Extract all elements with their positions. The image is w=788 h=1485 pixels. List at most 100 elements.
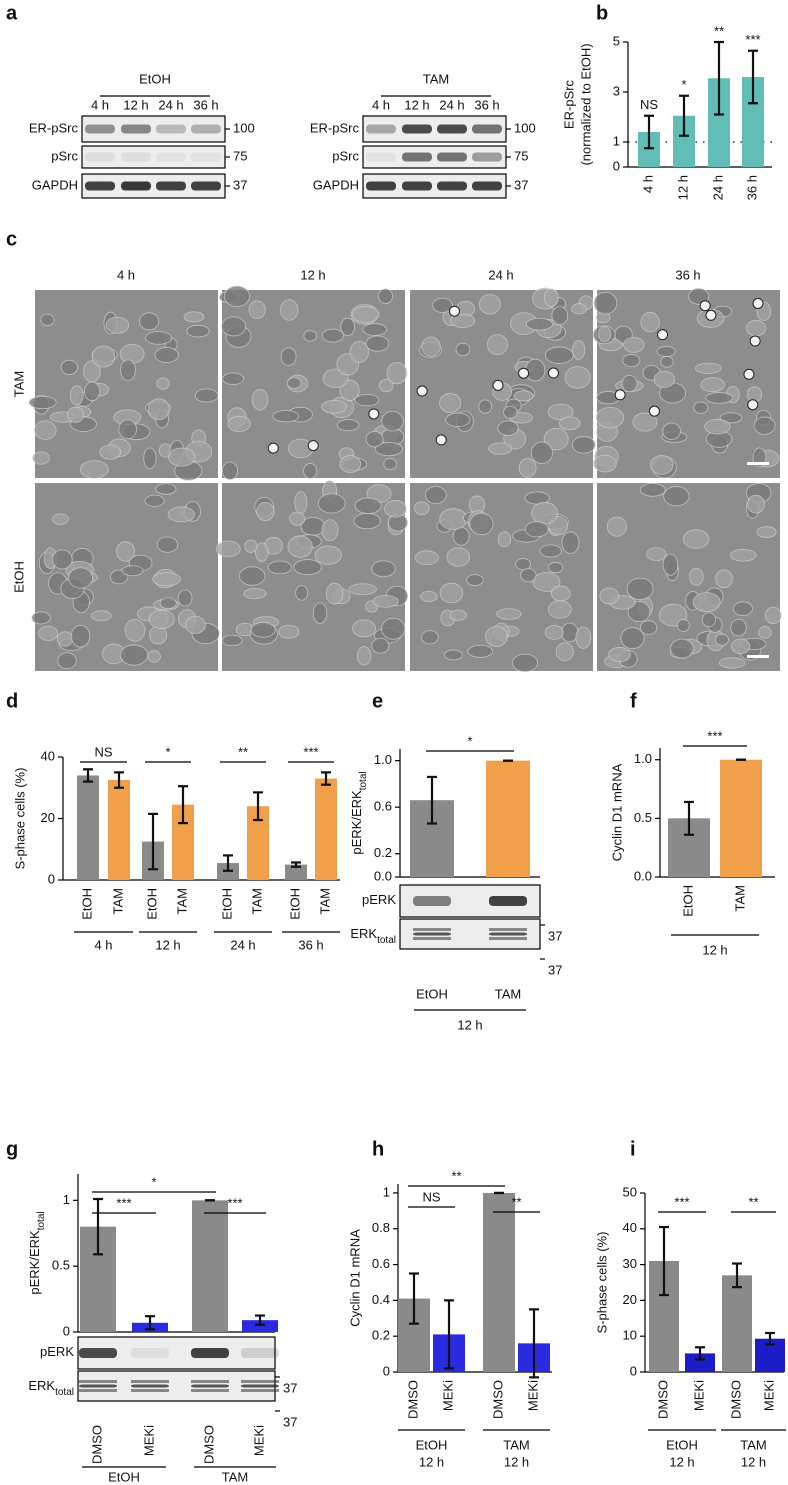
- cell: [730, 618, 747, 637]
- blot-band: [413, 896, 451, 906]
- blot-band: [121, 152, 151, 162]
- cell: [689, 567, 704, 586]
- scale-bar: [747, 655, 769, 658]
- cell: [513, 390, 534, 402]
- round-cell: [648, 405, 660, 417]
- marker-label: 37: [283, 1414, 297, 1429]
- cell: [593, 454, 617, 473]
- error-bar: [255, 1314, 265, 1326]
- cell: [317, 493, 346, 514]
- error-bar: [765, 1331, 775, 1346]
- cell: [340, 317, 356, 336]
- cell: [32, 451, 50, 465]
- cell: [303, 463, 318, 479]
- blot-band: [85, 124, 115, 134]
- error-bar: [529, 1308, 539, 1379]
- y-axis-label: S-phase cells (%): [594, 1232, 609, 1334]
- blot-band: [241, 1389, 279, 1392]
- cell: [348, 583, 377, 596]
- cell: [154, 347, 179, 363]
- blot-band: [402, 181, 432, 191]
- round-cell: [435, 434, 447, 446]
- x-tick-label: EtOH: [287, 888, 302, 920]
- cell: [547, 562, 564, 574]
- cell: [733, 601, 753, 616]
- bar: [172, 804, 194, 880]
- cell: [194, 388, 219, 403]
- cell: [221, 316, 247, 337]
- group-label: EtOH: [108, 1469, 140, 1484]
- blot-band: [156, 181, 186, 191]
- cell: [339, 455, 362, 474]
- cell: [168, 447, 196, 467]
- blot-band: [472, 124, 502, 134]
- cell: [653, 370, 675, 388]
- blot-band: [489, 932, 527, 936]
- round-cell: [267, 442, 279, 454]
- cell: [640, 620, 658, 635]
- y-axis-label: pERK/ERKtotal: [27, 1211, 47, 1294]
- cell: [69, 385, 84, 406]
- significance-label: *: [467, 733, 472, 748]
- bar: [486, 760, 530, 877]
- y-tick-label: 0.0: [374, 868, 392, 883]
- blot-band: [79, 1380, 117, 1383]
- cell: [444, 649, 463, 661]
- panel-letter: i: [630, 1138, 636, 1160]
- marker-label: 37: [548, 962, 562, 977]
- blot-band: [131, 1348, 169, 1358]
- blot-band: [191, 1384, 229, 1388]
- cell: [280, 299, 299, 321]
- cell: [455, 342, 471, 357]
- error-bar: [679, 94, 689, 137]
- cell: [243, 588, 267, 600]
- cell: [256, 501, 275, 521]
- error-bar: [444, 1299, 454, 1370]
- cell: [155, 483, 177, 495]
- blot-band: [191, 1389, 229, 1392]
- blot-row-label: ER-pSrc: [29, 120, 79, 135]
- cell: [466, 574, 484, 586]
- annotation: **: [714, 23, 724, 38]
- y-tick-label: 0.0: [634, 868, 652, 883]
- panel-letter: g: [6, 1138, 18, 1160]
- cell: [272, 410, 300, 423]
- cell: [40, 313, 55, 326]
- cell: [439, 508, 468, 530]
- blot-band: [79, 1348, 117, 1358]
- column-label: 36 h: [675, 267, 700, 282]
- y-tick-label: 0: [48, 871, 55, 886]
- cell: [383, 458, 398, 470]
- cell: [156, 377, 170, 390]
- y-tick-label: 1.0: [634, 751, 652, 766]
- cell: [503, 405, 518, 419]
- cell: [177, 589, 193, 607]
- error-bar: [427, 775, 437, 825]
- cell: [371, 560, 396, 578]
- blot-band: [489, 896, 527, 906]
- lane-label: 24 h: [439, 97, 464, 112]
- blot-band: [489, 928, 527, 931]
- marker-label: 37: [548, 928, 562, 943]
- group-label: TAM: [740, 1437, 766, 1452]
- cell: [31, 611, 51, 625]
- group-label: TAM: [222, 1469, 248, 1484]
- cell: [719, 412, 743, 424]
- cell: [362, 323, 387, 336]
- y-tick-label: 0.5: [634, 810, 652, 825]
- y-tick-label: 1.0: [374, 752, 392, 767]
- y-tick-label: 5: [613, 33, 620, 48]
- blot-row-label: pSrc: [51, 148, 78, 163]
- cell: [144, 494, 165, 507]
- cell: [280, 347, 297, 366]
- round-cell: [416, 385, 428, 397]
- blot-band: [121, 181, 151, 191]
- significance-label: ***: [227, 1195, 242, 1210]
- cell: [67, 406, 84, 423]
- cell: [432, 297, 453, 314]
- y-tick-label: 0: [63, 1323, 70, 1338]
- y-tick-label: 0.5: [52, 1258, 70, 1273]
- x-tick-label: MEKi: [251, 1425, 266, 1456]
- group-label: TAM: [503, 1437, 529, 1452]
- cell: [352, 619, 376, 638]
